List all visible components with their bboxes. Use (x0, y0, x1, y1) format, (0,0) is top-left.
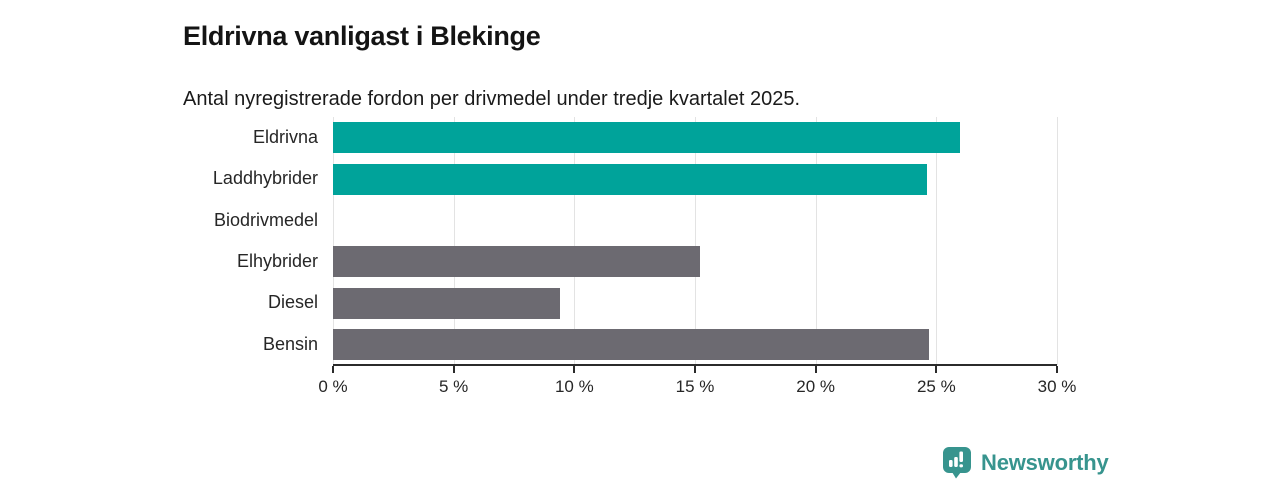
bar-diesel (333, 287, 560, 319)
bar-elhybrider (333, 246, 700, 278)
gridline-5 (453, 117, 455, 365)
gridline-20 (815, 117, 817, 365)
x-tick-30 (1056, 366, 1058, 373)
newsworthy-logo-icon (942, 446, 972, 479)
x-tick-label-5: 5 % (439, 377, 469, 396)
gridline-15 (695, 117, 696, 365)
newsworthy-logo[interactable]: Newsworthy (942, 446, 1109, 479)
bar-chart-plot: 0 % 5 % 10 % 15 % 20 % 25 % 30 % Eldrivna Laddhy… (213, 117, 1076, 396)
gridline-0 (333, 117, 334, 365)
x-tick-label-20: 20 % (796, 377, 836, 396)
category-label-laddhybrider: Laddhybrider (212, 168, 318, 189)
category-label-elhybrider: Elhybrider (236, 251, 318, 272)
newsworthy-logo-text: Newsworthy (981, 449, 1109, 475)
category-label-bensin: Bensin (262, 333, 318, 354)
bar-bensin (333, 328, 930, 360)
x-tick-label-30: 30 % (1037, 377, 1077, 396)
gridline-10 (574, 117, 576, 365)
category-label-eldrivna: Eldrivna (252, 127, 318, 148)
x-tick-0 (332, 366, 334, 373)
x-axis-line (333, 364, 1057, 366)
bar-laddhybrider (333, 163, 927, 195)
x-tick-10 (573, 366, 576, 373)
x-tick-label-15: 15 % (675, 377, 715, 396)
bar-eldrivna (333, 122, 961, 154)
chart-subtitle: Antal nyregistrerade fordon per drivmede… (183, 88, 801, 110)
gridline-25 (936, 117, 938, 365)
x-tick-label-0: 0 % (318, 377, 348, 396)
x-tick-15 (694, 366, 696, 373)
chart-title: Eldrivna vanligast i Blekinge (183, 21, 541, 52)
x-tick-25 (935, 366, 938, 373)
gridline-30 (1057, 117, 1058, 365)
x-tick-label-25: 25 % (916, 377, 956, 396)
category-label-diesel: Diesel (267, 292, 318, 313)
x-tick-label-10: 10 % (554, 377, 594, 396)
category-label-biodrivmedel: Biodrivmedel (213, 209, 318, 230)
x-tick-20 (814, 366, 817, 373)
x-tick-5 (452, 366, 455, 373)
